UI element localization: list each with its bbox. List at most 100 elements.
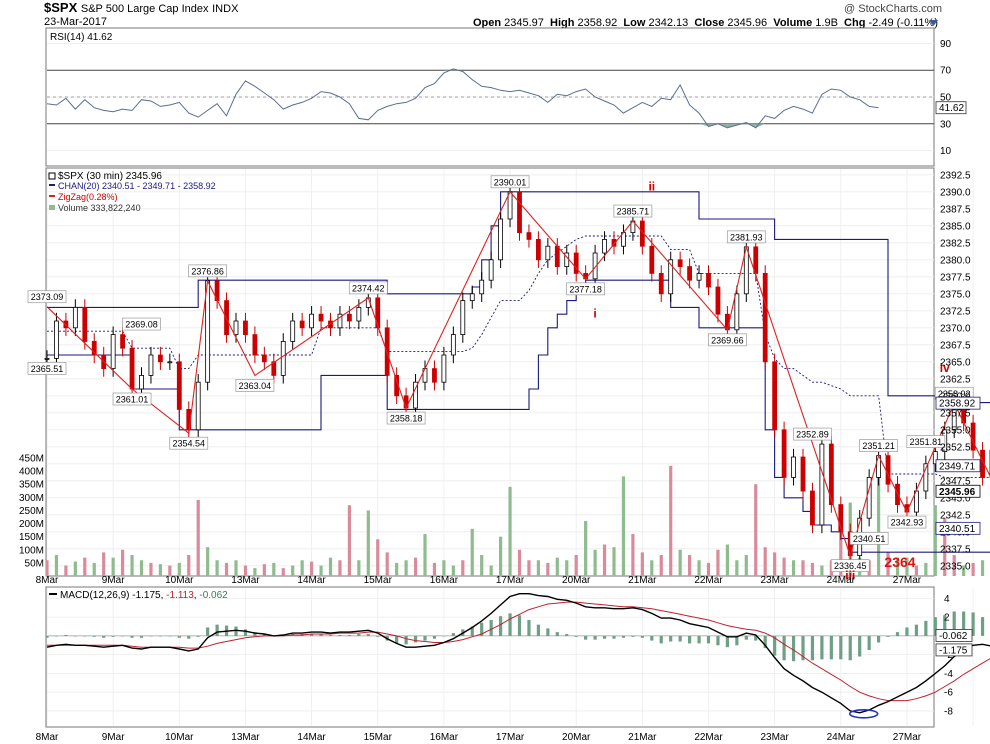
macd-histogram-bar: [839, 635, 843, 660]
price-x-tick-label: 10Mar: [165, 575, 194, 586]
volume-bar: [281, 568, 285, 576]
price-bar-body: [139, 374, 144, 390]
point-label: 2376.86: [188, 264, 227, 278]
price-tick-label: 2335.0: [940, 561, 971, 572]
macd-tick-label: -8: [944, 706, 953, 717]
dropdown-arrow-icon[interactable]: [929, 19, 939, 27]
macd-histogram-bar: [54, 635, 59, 637]
price-bar-body: [337, 313, 343, 329]
macd-histogram-bar: [253, 632, 257, 636]
price-bar-body: [309, 313, 315, 329]
macd-x-tick-label: 27Mar: [893, 732, 922, 743]
macd-frame: [45, 586, 935, 728]
price-bar-body: [885, 455, 891, 485]
macd-histogram-bar: [773, 635, 777, 656]
wave-label: iv: [940, 361, 950, 375]
volume-bar: [669, 465, 673, 576]
macd-line: [46, 593, 990, 714]
price-bar-body: [658, 272, 664, 295]
open-value: 2345.97: [504, 17, 544, 29]
volume-bar: [555, 557, 559, 576]
price-bar-body: [72, 306, 78, 329]
volume-bar: [791, 560, 796, 576]
macd-histogram-bar: [688, 635, 692, 644]
volume-bar: [328, 557, 333, 576]
volume-bar: [744, 555, 748, 576]
macd-histogram-bar: [886, 635, 890, 637]
volume-bar: [319, 565, 323, 576]
macd-histogram-bar: [328, 634, 333, 636]
symbol: $SPX: [44, 0, 78, 15]
point-label: 2363.04: [235, 379, 275, 392]
macd-histogram-bar: [593, 635, 597, 640]
rsi-tick-label: 90: [940, 39, 952, 50]
macd-histogram-bar: [980, 617, 985, 636]
point-label-box: [566, 282, 606, 296]
point-label: 2358.18: [386, 411, 426, 425]
macd-x-tick-label: 17Mar: [496, 732, 525, 743]
price-bar-body: [668, 259, 674, 295]
channel-mid-line: [47, 235, 990, 478]
volume-tick-label: 150M: [19, 532, 44, 543]
volume-bar: [262, 564, 266, 576]
volume-bar: [905, 557, 909, 576]
legend-swatch-price: [48, 172, 56, 180]
point-label-text: 2354.54: [172, 439, 205, 449]
point-label: 2342.93: [887, 515, 927, 529]
volume-bar: [621, 476, 626, 576]
macd-x-tick-label: 16Mar: [430, 732, 459, 743]
symbol-name: S&P 500 Large Cap Index: [80, 3, 209, 15]
volume-axis: 50M 100M 150M 200M 250M 300M 350M 400M 450M: [19, 454, 44, 570]
volume-bar: [546, 562, 550, 576]
price-bar-body: [554, 245, 560, 267]
macd-histogram-bar: [858, 635, 862, 657]
point-label-text: 2351.81: [910, 437, 943, 447]
point-label-text: 2352.89: [796, 430, 829, 440]
macd-histogram-bar: [791, 635, 796, 662]
point-label: 2354.54: [169, 436, 209, 450]
macd-x-tick-label: 21Mar: [628, 732, 657, 743]
point-label-text: 2358.92: [938, 389, 971, 399]
volume-bar: [725, 544, 729, 576]
volume-bar: [432, 562, 437, 576]
volume-bar: [451, 565, 455, 576]
price-bar-body: [195, 381, 201, 431]
macd-histogram-bar: [92, 635, 96, 637]
price-x-tick-label: 16Mar: [430, 575, 459, 586]
point-label: 2369.66: [708, 333, 747, 347]
price-tick-label: 2377.5: [940, 272, 971, 283]
macd-histogram-bar: [829, 635, 833, 660]
volume-bar: [187, 555, 191, 576]
macd-histogram-bar: [319, 634, 323, 636]
macd-x-tick-label: 24Mar: [827, 732, 856, 743]
price-x-tick-label: 9Mar: [102, 575, 125, 586]
volume-bar: [215, 560, 219, 576]
macd-histogram-bar: [310, 634, 314, 636]
price-tick-label: 2372.5: [940, 306, 971, 317]
volume-bar: [593, 549, 597, 576]
macd-legend-value: -1.175: [132, 590, 161, 601]
volume-bar: [130, 555, 134, 576]
rsi-tick-label: 30: [940, 119, 952, 130]
volume-bar: [73, 561, 77, 576]
point-label-box: [613, 204, 653, 218]
point-label-text: 2369.08: [125, 320, 158, 330]
point-label-text: 2385.71: [617, 207, 650, 217]
price-tick-label: 2352.5: [940, 442, 971, 453]
macd-histogram-bar: [168, 635, 172, 637]
macd-histogram-bar: [924, 620, 928, 636]
point-label-text: 2365.51: [31, 364, 64, 374]
volume-bar: [489, 565, 493, 576]
point-label-box: [849, 532, 889, 545]
macd-x-tick-label: 8Mar: [36, 732, 59, 743]
macd-histogram-bar: [659, 635, 663, 644]
macd-last-box: [935, 629, 973, 642]
price-bar-body: [261, 354, 267, 363]
price-bar-body: [413, 381, 418, 409]
low-value: 2342.13: [648, 17, 689, 29]
price-last-box: [935, 396, 981, 410]
volume-bar: [971, 562, 975, 576]
point-label-box: [793, 427, 832, 441]
price-bar-body: [233, 320, 239, 336]
macd-histogram-bar: [489, 619, 493, 636]
